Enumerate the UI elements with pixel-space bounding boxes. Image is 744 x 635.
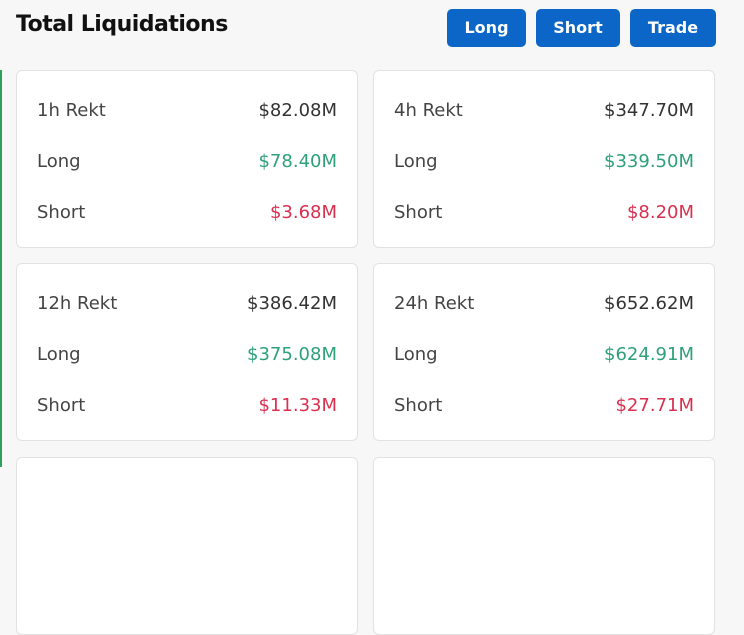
long-button[interactable]: Long [447,9,526,47]
stat-label: Long [394,344,438,365]
stat-row: 1h Rekt $82.08M [37,100,337,124]
stat-row: Short $27.71M [394,395,694,419]
stat-row: Short $11.33M [37,395,337,419]
card: 12h Rekt $386.42M Long $375.08M Short $11.33M [16,263,358,441]
stat-label: Long [37,151,81,172]
stat-label: Short [394,395,443,416]
stat-value: $8.20M [626,202,694,223]
stat-value: $11.33M [258,395,337,416]
card: 1h Rekt $82.08M Long $78.40M Short $3.68M [16,70,358,248]
stat-value: $78.40M [258,151,337,172]
stat-row: 24h Rekt $652.62M [394,293,694,317]
stat-label: 4h Rekt [394,100,463,121]
card [16,457,358,635]
stat-label: Short [394,202,443,223]
trade-button[interactable]: Trade [630,9,716,47]
stat-value: $339.50M [604,151,694,172]
card [373,457,715,635]
page: Total Liquidations Long Short Trade (() … [0,9,716,635]
stat-value: $347.70M [604,100,694,121]
stat-value: $386.42M [247,293,337,314]
stat-value: $27.71M [615,395,694,416]
stat-row: 12h Rekt $386.42M [37,293,337,317]
stat-label: 1h Rekt [37,100,106,121]
stat-label: Short [37,395,86,416]
stat-label: 12h Rekt [37,293,118,314]
card: 24h Rekt $652.62M Long $624.91M Short $27.71M [373,263,715,441]
page-title: Total Liquidations [16,12,228,37]
stat-value: $375.08M [247,344,337,365]
stat-row: 4h Rekt $347.70M [394,100,694,124]
stat-value: $82.08M [258,100,337,121]
stat-row: Short $3.68M [37,202,337,226]
stat-label: Long [394,151,438,172]
accent-bar [0,70,2,467]
stat-row: Long $339.50M [394,151,694,175]
card: 4h Rekt $347.70M Long $339.50M Short $8.20M [373,70,715,248]
stat-label: Long [37,344,81,365]
stat-row: Long $375.08M [37,344,337,368]
stat-value: $3.68M [269,202,337,223]
stat-value: $624.91M [604,344,694,365]
stat-value: $652.62M [604,293,694,314]
stat-row: Long $624.91M [394,344,694,368]
stat-label: 24h Rekt [394,293,475,314]
stat-row: Long $78.40M [37,151,337,175]
short-button[interactable]: Short [536,9,620,47]
stat-label: Short [37,202,86,223]
stat-row: Short $8.20M [394,202,694,226]
